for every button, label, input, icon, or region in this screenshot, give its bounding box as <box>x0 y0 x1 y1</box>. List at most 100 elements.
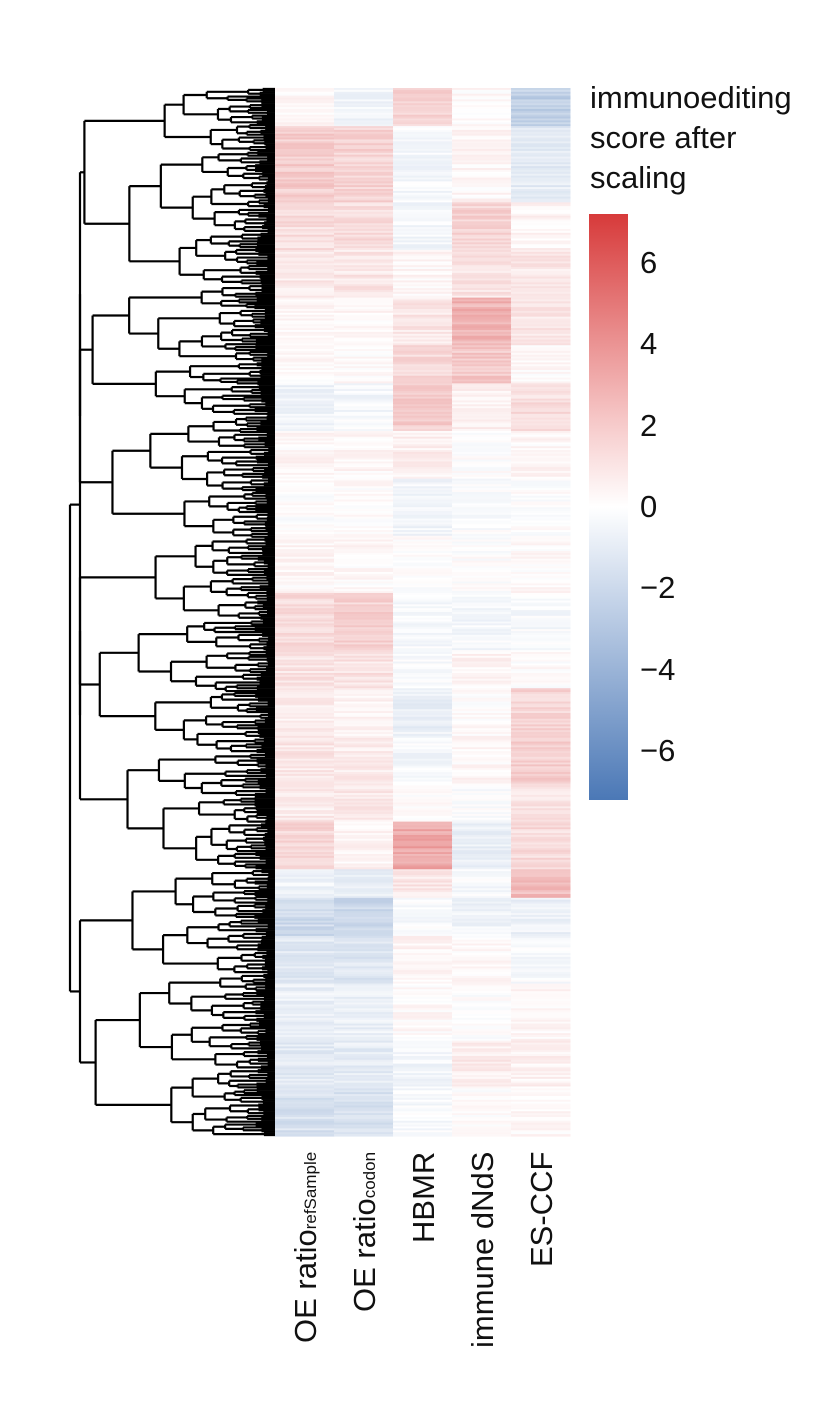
heatmap-cell <box>452 819 512 823</box>
heatmap-cell <box>275 690 335 693</box>
heatmap-cell <box>452 156 512 160</box>
heatmap-cell <box>275 1126 335 1129</box>
heatmap-cell <box>511 953 571 956</box>
heatmap-cell <box>275 1035 335 1038</box>
heatmap-cell <box>511 322 571 325</box>
heatmap-cell <box>334 1094 394 1097</box>
heatmap-cell <box>334 943 394 947</box>
heatmap-cell <box>275 1050 335 1053</box>
heatmap-cell <box>511 108 571 112</box>
heatmap-cell <box>452 652 512 655</box>
heatmap-cell <box>511 105 571 108</box>
heatmap-cell <box>275 968 335 971</box>
heatmap-cell <box>511 221 571 224</box>
heatmap-cell <box>334 234 394 238</box>
heatmap-cell <box>511 838 571 842</box>
heatmap-cell <box>334 280 394 283</box>
heatmap-cell <box>334 1086 394 1089</box>
heatmap-cell <box>511 331 571 335</box>
heatmap-cell <box>452 562 512 565</box>
heatmap-cell <box>334 337 394 341</box>
heatmap-cell <box>511 951 571 954</box>
heatmap-cell <box>393 253 453 257</box>
heatmap-cell <box>334 1055 394 1059</box>
heatmap-cell <box>393 1044 453 1048</box>
heatmap-cell <box>452 476 512 480</box>
heatmap-cell <box>511 941 571 945</box>
heatmap-cell <box>393 516 453 520</box>
heatmap-cell <box>334 249 394 253</box>
heatmap-cell <box>334 440 394 444</box>
heatmap-cell <box>393 265 453 268</box>
heatmap-cell <box>452 996 512 1000</box>
heatmap-cell <box>393 819 453 823</box>
heatmap-cell <box>275 650 335 653</box>
heatmap-cell <box>452 987 512 990</box>
heatmap-cell <box>275 251 335 255</box>
heatmap-cell <box>275 911 335 914</box>
heatmap-cell <box>393 147 453 150</box>
heatmap-cell <box>334 312 394 316</box>
heatmap-cell <box>275 118 335 121</box>
heatmap-cell <box>275 741 335 745</box>
heatmap-cell <box>452 571 512 575</box>
heatmap-cell <box>511 1010 571 1013</box>
heatmap-cell <box>334 461 394 464</box>
heatmap-cell <box>452 267 512 270</box>
heatmap-cell <box>393 556 453 560</box>
heatmap-cell <box>275 956 335 960</box>
heatmap-cell <box>393 1078 453 1082</box>
heatmap-cell <box>452 739 512 743</box>
heatmap-cell <box>393 318 453 322</box>
heatmap-cell <box>275 793 335 796</box>
heatmap-cell <box>275 425 335 428</box>
heatmap-cell <box>275 1029 335 1032</box>
heatmap-cell <box>334 865 394 868</box>
heatmap-cell <box>393 362 453 365</box>
heatmap-cell <box>275 924 335 927</box>
heatmap-cell <box>393 1027 453 1030</box>
heatmap-cell <box>334 1105 394 1109</box>
heatmap-cell <box>393 829 453 832</box>
heatmap-cell <box>452 836 512 840</box>
heatmap-cell <box>393 518 453 522</box>
heatmap-cell <box>334 787 394 790</box>
heatmap-cell <box>334 638 394 642</box>
heatmap-cell <box>452 343 512 346</box>
heatmap-cell <box>393 246 453 249</box>
heatmap-cell <box>511 1004 571 1008</box>
heatmap-cell <box>393 1071 453 1074</box>
heatmap-cell <box>393 977 453 981</box>
heatmap-cell <box>511 451 571 455</box>
heatmap-cell <box>275 511 335 514</box>
heatmap-cell <box>393 636 453 640</box>
heatmap-cell <box>452 575 512 579</box>
heatmap-cell <box>511 587 571 590</box>
heatmap-cell <box>275 522 335 525</box>
heatmap-cell <box>275 288 335 291</box>
heatmap-cell <box>452 556 512 560</box>
heatmap-cell <box>393 937 453 941</box>
heatmap-cell <box>452 244 512 247</box>
heatmap-cell <box>511 244 571 247</box>
heatmap-cell <box>334 884 394 887</box>
heatmap-cell <box>393 646 453 649</box>
heatmap-cell <box>393 341 453 344</box>
heatmap-cell <box>275 166 335 169</box>
heatmap-cell <box>334 692 394 695</box>
heatmap-cell <box>452 495 512 499</box>
heatmap-cell <box>393 793 453 796</box>
heatmap-cell <box>452 253 512 257</box>
heatmap-cell <box>393 421 453 424</box>
heatmap-cell <box>334 581 394 585</box>
heatmap-cell <box>275 446 335 449</box>
heatmap-cell <box>334 284 394 287</box>
heatmap-cell <box>275 478 335 482</box>
heatmap-cell <box>511 1132 571 1135</box>
heatmap-cell <box>334 400 394 403</box>
heatmap-cell <box>393 1015 453 1019</box>
heatmap-cell <box>393 958 453 962</box>
heatmap-cell <box>334 118 394 121</box>
heatmap-cell <box>334 360 394 363</box>
heatmap-cell <box>452 859 512 863</box>
